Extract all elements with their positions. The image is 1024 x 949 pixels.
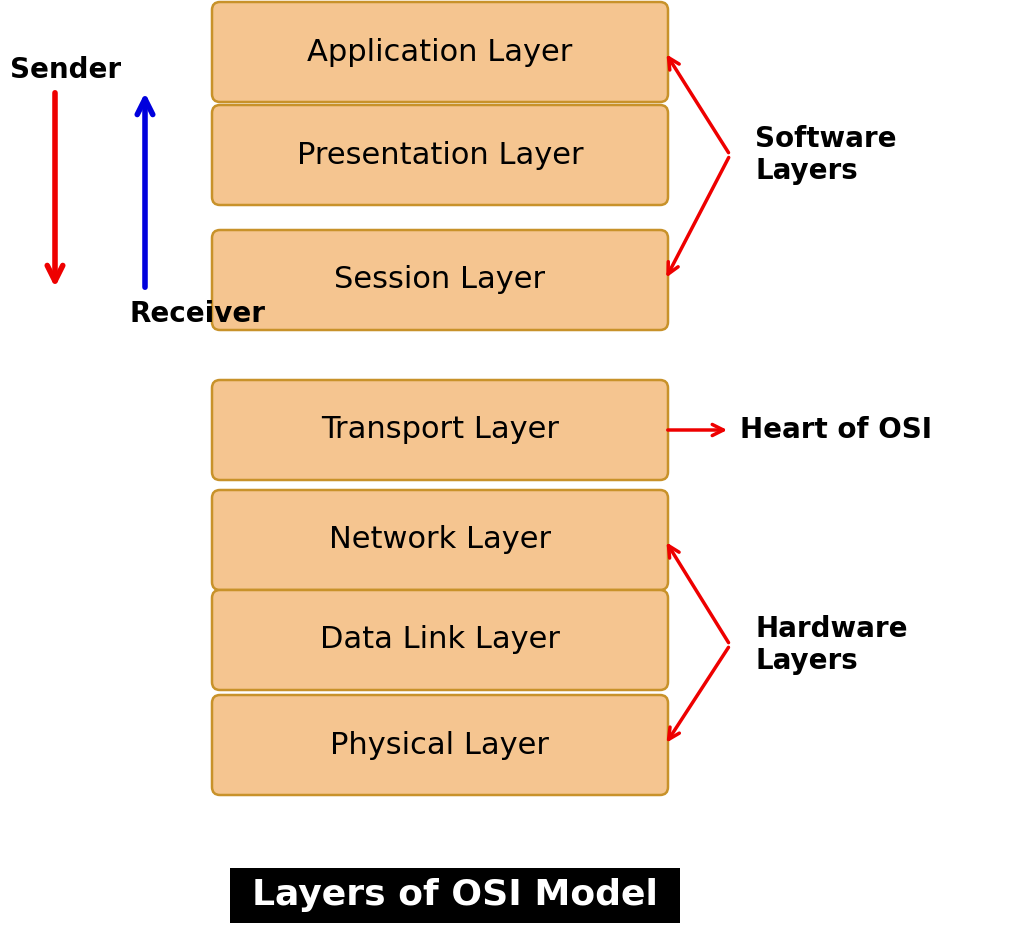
Text: Hardware
Layers: Hardware Layers (755, 615, 907, 675)
Text: Heart of OSI: Heart of OSI (740, 416, 932, 444)
Text: Session Layer: Session Layer (335, 266, 546, 294)
Text: Receiver: Receiver (130, 300, 266, 328)
FancyBboxPatch shape (212, 230, 668, 330)
Text: Sender: Sender (10, 56, 121, 84)
Text: Physical Layer: Physical Layer (331, 731, 550, 759)
FancyBboxPatch shape (212, 695, 668, 795)
Text: Application Layer: Application Layer (307, 38, 572, 66)
Text: Layers of OSI Model: Layers of OSI Model (252, 878, 658, 912)
FancyBboxPatch shape (212, 490, 668, 590)
Text: Software
Layers: Software Layers (755, 125, 896, 185)
FancyBboxPatch shape (212, 590, 668, 690)
FancyBboxPatch shape (212, 105, 668, 205)
Text: Data Link Layer: Data Link Layer (319, 625, 560, 655)
FancyBboxPatch shape (212, 380, 668, 480)
Text: Transport Layer: Transport Layer (321, 416, 559, 444)
Text: Network Layer: Network Layer (329, 526, 551, 554)
Text: Presentation Layer: Presentation Layer (297, 140, 584, 170)
FancyBboxPatch shape (212, 2, 668, 102)
FancyBboxPatch shape (230, 867, 680, 922)
